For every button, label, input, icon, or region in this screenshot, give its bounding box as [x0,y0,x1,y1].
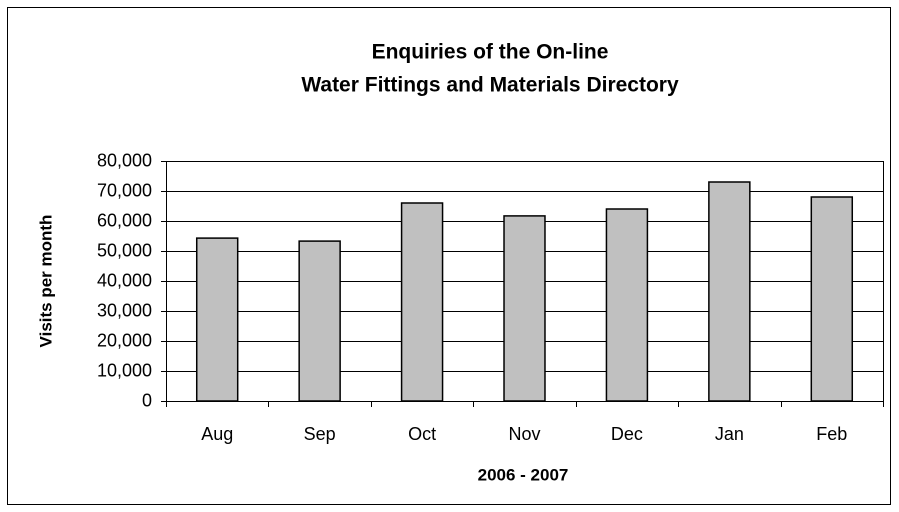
x-tick-label: Feb [816,424,847,444]
x-tick-label: Dec [611,424,643,444]
bar [195,237,239,402]
y-tick-label: 10,000 [97,360,152,380]
y-tick-label: 0 [142,390,152,410]
x-tick-label: Nov [508,424,540,444]
y-tick-label: 20,000 [97,330,152,350]
bar [605,208,649,402]
bar [298,240,341,402]
y-tick-label: 40,000 [97,270,152,290]
x-tick-label: Jan [715,424,744,444]
y-tick-label: 30,000 [97,300,152,320]
y-tick-label: 60,000 [97,210,152,230]
x-axis-title: 2006 - 2007 [478,465,569,484]
bar [708,181,751,402]
x-tick-label: Aug [201,424,233,444]
y-tick-label: 70,000 [97,180,152,200]
x-tick-label: Oct [408,424,436,444]
bar [503,215,546,402]
y-tick-label: 80,000 [97,150,152,170]
y-axis-title: Visits per month [36,215,55,348]
bar [810,196,854,402]
bar [400,202,444,402]
chart-title: Enquiries of the On-line [372,41,609,64]
chart-title: Water Fittings and Materials Directory [301,74,679,97]
y-tick-label: 50,000 [97,240,152,260]
x-tick-label: Sep [304,424,336,444]
